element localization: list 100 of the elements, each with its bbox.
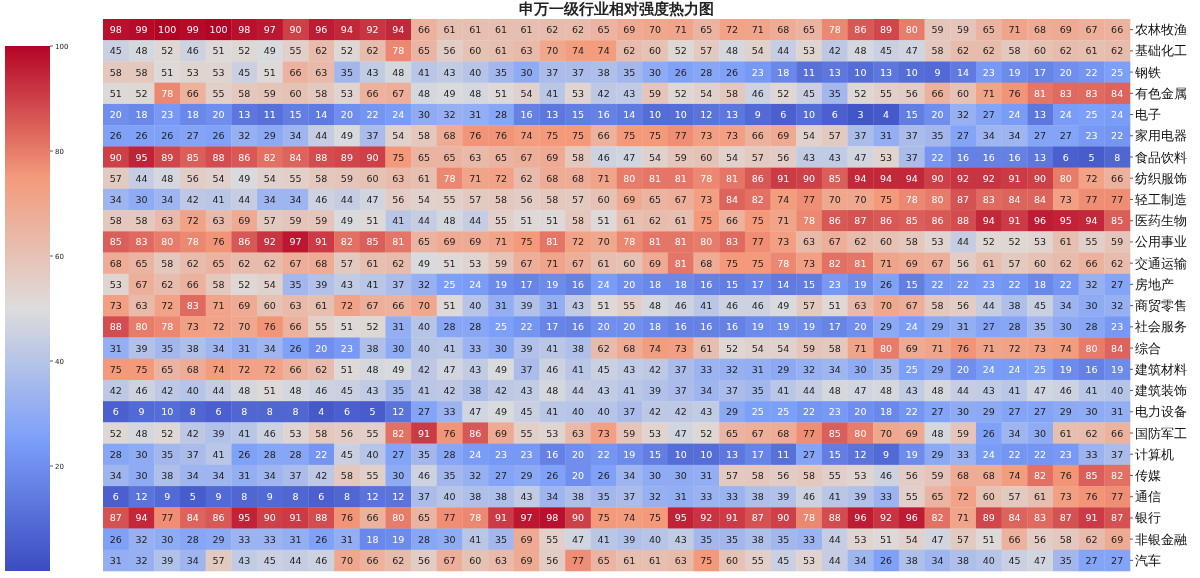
data-label: 56: [340, 427, 353, 439]
data-label: 27: [1111, 278, 1124, 290]
y-tick-label: 非银金融: [1135, 531, 1187, 547]
data-label: 68: [443, 130, 456, 142]
data-label: 10: [905, 66, 918, 78]
data-label: 65: [725, 427, 739, 439]
data-label: 68: [700, 257, 713, 269]
data-label: 77: [674, 130, 687, 142]
data-label: 19: [751, 321, 764, 333]
data-label: 88: [828, 512, 841, 524]
data-label: 77: [1085, 193, 1098, 205]
data-label: 27: [803, 448, 816, 460]
data-label: 54: [751, 45, 764, 57]
data-label: 29: [931, 363, 944, 375]
data-label: 28: [109, 448, 122, 460]
data-label: 28: [469, 321, 482, 333]
data-label: 48: [392, 66, 405, 78]
data-label: 59: [289, 215, 302, 227]
data-label: 51: [263, 66, 276, 78]
data-label: 40: [443, 491, 456, 503]
data-label: 54: [520, 87, 533, 99]
data-label: 20: [623, 321, 636, 333]
data-label: 82: [751, 193, 764, 205]
data-label: 54: [905, 533, 918, 545]
data-label: 74: [777, 193, 790, 205]
data-label: 80: [1085, 342, 1098, 354]
data-label: 80: [905, 24, 918, 36]
data-label: 34: [212, 469, 225, 481]
data-label: 69: [905, 427, 918, 439]
data-label: 66: [289, 66, 302, 78]
data-label: 68: [186, 363, 199, 375]
data-label: 31: [751, 363, 764, 375]
data-label: 59: [803, 342, 816, 354]
data-label: 27: [1034, 406, 1047, 418]
data-label: 30: [1059, 321, 1072, 333]
data-label: 30: [957, 406, 970, 418]
data-label: 71: [982, 342, 995, 354]
data-label: 22: [1059, 278, 1072, 290]
data-label: 46: [803, 491, 816, 503]
data-label: 73: [1059, 193, 1072, 205]
data-label: 54: [263, 278, 276, 290]
data-label: 26: [880, 278, 893, 290]
data-label: 29: [777, 363, 790, 375]
data-label: 43: [571, 300, 585, 312]
data-label: 55: [494, 215, 508, 227]
data-label: 58: [1008, 45, 1021, 57]
data-label: 18: [777, 66, 790, 78]
data-label: 24: [469, 278, 482, 290]
data-label: 44: [238, 193, 251, 205]
data-label: 10: [648, 109, 662, 121]
data-label: 35: [340, 66, 353, 78]
data-label: 68: [777, 427, 790, 439]
data-label: 30: [520, 66, 533, 78]
data-label: 15: [905, 278, 918, 290]
data-label: 42: [674, 406, 687, 418]
data-label: 26: [674, 66, 687, 78]
data-label: 56: [520, 193, 533, 205]
data-label: 35: [161, 342, 174, 354]
data-label: 35: [494, 533, 508, 545]
data-label: 41: [469, 533, 482, 545]
data-label: 65: [494, 151, 508, 163]
data-label: 9: [883, 448, 890, 460]
data-label: 67: [520, 151, 533, 163]
data-label: 40: [982, 554, 995, 566]
data-label: 52: [982, 236, 995, 248]
data-label: 52: [674, 87, 687, 99]
data-label: 47: [931, 533, 944, 545]
data-label: 37: [520, 363, 533, 375]
data-label: 92: [700, 512, 713, 524]
data-label: 31: [880, 130, 893, 142]
data-label: 86: [828, 215, 841, 227]
data-label: 13: [238, 109, 251, 121]
data-label: 62: [238, 257, 251, 269]
data-label: 57: [109, 172, 122, 184]
data-label: 40: [186, 385, 199, 397]
data-label: 17: [520, 278, 533, 290]
data-label: 51: [880, 533, 893, 545]
data-label: 68: [777, 24, 790, 36]
data-label: 85: [186, 151, 199, 163]
data-label: 16: [520, 109, 533, 121]
data-label: 39: [623, 533, 636, 545]
data-label: 56: [1034, 533, 1047, 545]
data-label: 96: [315, 24, 328, 36]
data-label: 87: [1059, 512, 1072, 524]
data-label: 56: [186, 172, 199, 184]
data-label: 51: [494, 87, 508, 99]
data-label: 61: [520, 24, 533, 36]
data-label: 19: [905, 448, 918, 460]
data-label: 74: [1059, 342, 1072, 354]
data-label: 69: [546, 151, 559, 163]
data-label: 20: [957, 363, 970, 375]
data-label: 84: [1034, 193, 1047, 205]
data-label: 67: [289, 257, 302, 269]
data-label: 24: [982, 448, 995, 460]
data-label: 69: [777, 130, 790, 142]
data-label: 30: [1034, 427, 1047, 439]
data-label: 71: [494, 236, 508, 248]
data-label: 87: [1111, 512, 1124, 524]
data-label: 72: [238, 363, 251, 375]
data-label: 19: [1008, 66, 1021, 78]
